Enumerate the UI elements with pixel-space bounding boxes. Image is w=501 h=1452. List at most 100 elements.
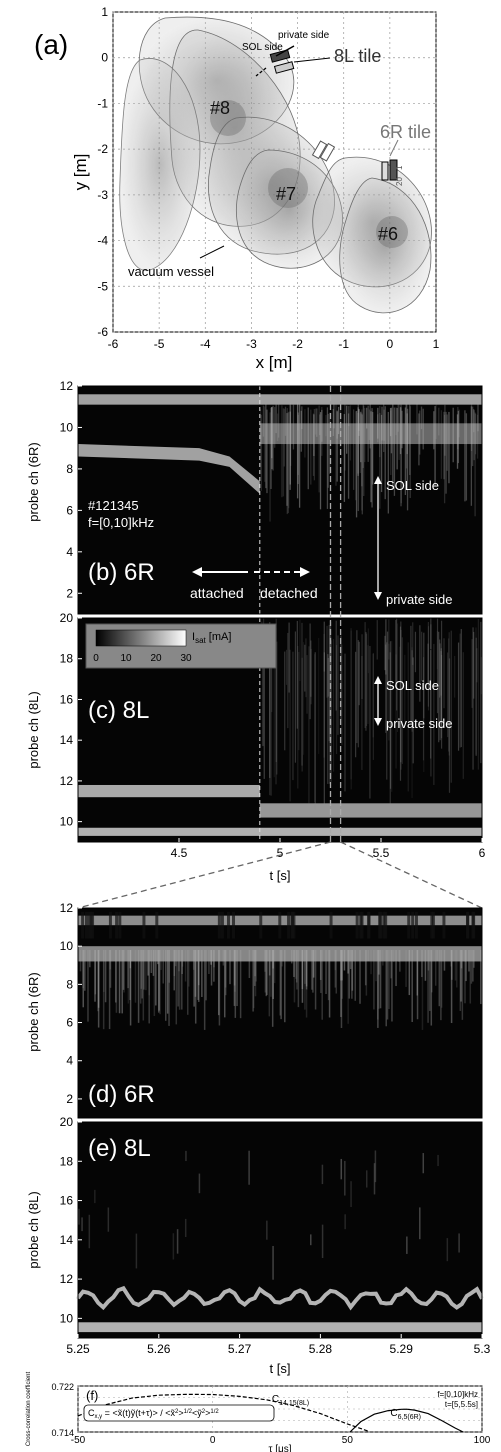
- heat-streak: [187, 950, 189, 1015]
- heat-streak: [253, 950, 255, 1009]
- tile-6r-shape: [381, 159, 398, 181]
- heat-streak: [411, 647, 413, 799]
- heat-streak: [281, 950, 283, 967]
- panel-b-shot: #121345: [88, 498, 139, 513]
- heat-burst: [88, 1214, 91, 1249]
- heat-streak: [361, 414, 363, 515]
- heat-streak: [265, 404, 267, 489]
- heat-streak: [273, 950, 276, 984]
- heat-burst: [184, 1218, 187, 1238]
- heat-streak: [450, 950, 452, 967]
- heat-streak: [252, 950, 254, 1012]
- panel-e-ylabel: probe ch (8L): [26, 1191, 41, 1268]
- heat-streak: [436, 618, 439, 714]
- heat-streak: [393, 407, 396, 496]
- heat-streak: [436, 630, 438, 670]
- heat-streak: [157, 950, 159, 965]
- heat-streak: [405, 950, 407, 987]
- heat-streak: [347, 950, 349, 974]
- heat-streak: [289, 649, 291, 802]
- heat-streak: [459, 633, 461, 748]
- heat-streak: [473, 408, 475, 433]
- heat-streak: [348, 406, 350, 427]
- heat-streak: [405, 402, 407, 425]
- heat-streak: [440, 620, 443, 749]
- panel-a-ytick: -4: [97, 234, 108, 248]
- heat-streak: [427, 622, 429, 707]
- heat-streak: [309, 623, 311, 720]
- heat-streak: [358, 641, 360, 706]
- heat-streak: [471, 639, 473, 708]
- heat-burst: [422, 1153, 425, 1174]
- panel-a-ytick: -6: [97, 325, 108, 339]
- private-side-label: private side: [278, 30, 330, 41]
- heat-streak: [343, 414, 346, 502]
- heat-streak: [284, 651, 286, 751]
- heat-burst: [321, 1164, 324, 1185]
- heat-streak: [321, 950, 323, 1020]
- heat-gap: [259, 911, 263, 939]
- panel-e-heatmap: [76, 1150, 484, 1333]
- heat-streak: [461, 950, 464, 1020]
- heat-streak: [390, 950, 392, 979]
- heat-streak: [438, 407, 440, 436]
- heat-streak: [298, 651, 300, 751]
- heat-streak: [269, 643, 271, 796]
- heat-streak: [327, 657, 329, 697]
- heat-streak: [145, 950, 147, 991]
- heat-streak: [181, 950, 184, 967]
- heat-streak: [365, 950, 368, 996]
- panel-a-ticks: -6 -5 -4 -3 -2 -1 0 1 1 0 -1 -2 -3 -4 -5 -6: [97, 5, 439, 351]
- heat-streak: [301, 657, 303, 772]
- panel-a-xtick: 0: [387, 337, 394, 351]
- heat-streak: [412, 657, 414, 764]
- panel-a-ytick: 0: [101, 51, 108, 65]
- series-line-656r: [349, 1408, 464, 1433]
- heat-streak: [296, 620, 298, 729]
- panel-c: 20 18 16 14 12 10 4.5 5 5.5 6 Isat [mA] 0 10 20 30 (…: [26, 611, 486, 883]
- heat-streak: [263, 650, 265, 779]
- panel-b-heatmap: [78, 386, 482, 614]
- heat-streak: [472, 627, 474, 770]
- heat-streak: [314, 950, 317, 1010]
- sol-arrowhead-b: [374, 476, 382, 484]
- heat-band: [78, 1322, 482, 1333]
- heat-streak: [327, 654, 329, 784]
- panel-e-label: (e) 8L: [88, 1135, 151, 1162]
- heat-streak: [420, 406, 423, 430]
- heat-streak: [348, 950, 350, 999]
- heat-streak: [148, 950, 150, 1024]
- heat-streak: [304, 950, 306, 1010]
- heat-streak: [350, 628, 352, 780]
- heat-streak: [406, 404, 408, 486]
- heat-streak: [350, 630, 352, 790]
- heat-streak: [158, 950, 160, 1011]
- heat-streak: [340, 950, 343, 1028]
- heat-streak: [419, 625, 421, 702]
- heat-streak: [427, 626, 430, 711]
- heat-gap: [155, 911, 159, 939]
- heat-streak: [435, 404, 437, 440]
- heat-streak: [361, 655, 363, 770]
- heat-gap: [414, 911, 418, 939]
- heat-streak: [337, 406, 340, 435]
- panel-e: 20 18 16 14 12 10 5.25 5.26 5.27 5.28 5.29 5.3 (e) …: [26, 1115, 491, 1376]
- heat-streak: [284, 950, 286, 1023]
- heat-streak: [443, 950, 446, 971]
- heat-streak: [269, 622, 271, 778]
- heat-streak: [164, 950, 167, 1021]
- heat-streak: [337, 635, 339, 735]
- heatmap-ytick: 2: [66, 586, 73, 600]
- heat-streak: [282, 408, 285, 497]
- heat-streak: [465, 950, 467, 982]
- heat-streak: [254, 950, 257, 997]
- heat-streak: [275, 628, 277, 785]
- heat-burst: [446, 1238, 449, 1262]
- heat-streak: [344, 653, 346, 792]
- heat-streak: [270, 950, 272, 997]
- panel-c-xlabel: t [s]: [270, 868, 291, 883]
- heat-band: [78, 946, 482, 962]
- heat-streak: [239, 950, 242, 1019]
- attached-arrowhead: [192, 567, 202, 577]
- panel-a-xtick: -5: [154, 337, 165, 351]
